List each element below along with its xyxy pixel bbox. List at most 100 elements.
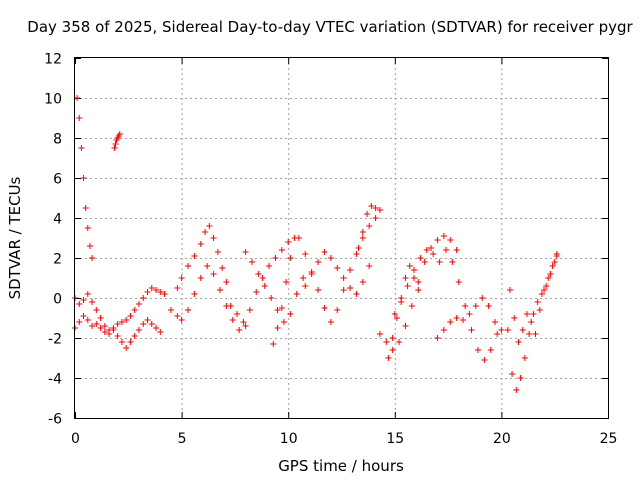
data-point [210, 271, 217, 277]
data-point [389, 347, 396, 353]
data-point [455, 279, 462, 285]
data-point [223, 279, 230, 285]
data-point [242, 323, 249, 329]
data-point [376, 331, 383, 337]
x-tick-label: 20 [493, 431, 511, 447]
data-point [242, 249, 249, 255]
data-point [246, 307, 253, 313]
data-point [116, 131, 123, 137]
data-point [551, 259, 558, 265]
data-point [76, 301, 83, 307]
data-point [272, 255, 279, 261]
data-point [523, 311, 530, 317]
data-point [287, 255, 294, 261]
data-point [131, 307, 138, 313]
data-point [76, 319, 83, 325]
data-point [515, 339, 522, 345]
data-point [468, 327, 475, 333]
data-point [355, 245, 362, 251]
data-point [106, 327, 113, 333]
data-point [127, 313, 134, 319]
data-point [347, 267, 354, 273]
data-point [84, 291, 91, 297]
data-point [383, 339, 390, 345]
data-point [302, 283, 309, 289]
data-point [353, 251, 360, 257]
y-tick-label: 4 [53, 212, 62, 228]
data-point [135, 327, 142, 333]
data-point [434, 237, 441, 243]
data-point [453, 247, 460, 253]
data-point [359, 229, 366, 235]
data-point [240, 319, 247, 325]
grid-lines [75, 58, 608, 418]
data-point [118, 339, 125, 345]
data-point [178, 275, 185, 281]
data-point [293, 291, 300, 297]
data-point [449, 259, 456, 265]
axis-ticks: 0 5 10 15 20 25 -6 -4 -2 0 2 4 6 8 10 12 [44, 52, 617, 448]
data-point [447, 319, 454, 325]
data-point [191, 253, 198, 259]
data-point [274, 325, 281, 331]
x-tick-label: 0 [71, 431, 80, 447]
data-point [184, 307, 191, 313]
data-point [93, 307, 100, 313]
data-point [532, 331, 539, 337]
data-point [80, 297, 87, 303]
data-point [436, 259, 443, 265]
data-point [517, 375, 524, 381]
y-axis-label: SDTVAR / TECUs [6, 176, 24, 299]
data-point [334, 265, 341, 271]
data-point [543, 283, 550, 289]
data-point [553, 251, 560, 257]
data-point [274, 307, 281, 313]
data-point [234, 311, 241, 317]
y-tick-label: -4 [48, 372, 62, 388]
data-point [111, 145, 118, 151]
data-point [415, 287, 422, 293]
x-tick-label: 25 [600, 431, 618, 447]
data-point [227, 303, 234, 309]
data-point [366, 223, 373, 229]
data-point [466, 311, 473, 317]
data-point [402, 275, 409, 281]
data-point [89, 255, 96, 261]
data-point [89, 323, 96, 329]
data-point [504, 327, 511, 333]
data-point [148, 321, 155, 327]
data-point [255, 271, 262, 277]
data-point [114, 333, 121, 339]
data-point [368, 203, 375, 209]
y-tick-label: 10 [44, 92, 62, 108]
data-point [430, 251, 437, 257]
data-point [261, 283, 268, 289]
data-point [547, 271, 554, 277]
data-point [74, 95, 81, 101]
data-point [415, 279, 422, 285]
data-point [202, 229, 209, 235]
data-point [519, 327, 526, 333]
data-point [492, 319, 499, 325]
data-point [280, 319, 287, 325]
data-point [460, 317, 467, 323]
data-point [334, 307, 341, 313]
data-point [321, 249, 328, 255]
data-point [440, 327, 447, 333]
data-point [153, 325, 160, 331]
data-point [402, 323, 409, 329]
data-point [131, 333, 138, 339]
data-point [216, 287, 223, 293]
data-point [270, 341, 277, 347]
data-point [266, 263, 273, 269]
data-point [410, 267, 417, 273]
data-point [481, 357, 488, 363]
data-point [283, 279, 290, 285]
data-point [327, 319, 334, 325]
data-point [376, 207, 383, 213]
data-point [114, 321, 121, 327]
data-point [197, 275, 204, 281]
data-points [72, 95, 560, 393]
data-point [285, 239, 292, 245]
